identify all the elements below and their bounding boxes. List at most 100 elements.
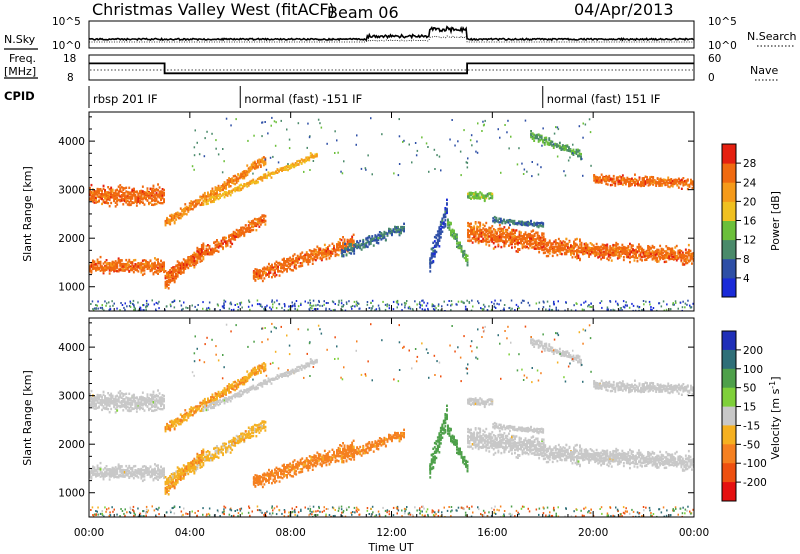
power-cell xyxy=(269,269,272,272)
power-cell xyxy=(311,253,314,256)
power-cell xyxy=(225,183,227,187)
power-cell xyxy=(274,271,276,275)
power-cell xyxy=(493,218,496,222)
power-cell xyxy=(113,197,116,200)
power-cell xyxy=(104,201,106,204)
power-cell xyxy=(328,250,331,253)
power-cell xyxy=(261,274,264,277)
power-cell xyxy=(140,196,143,200)
power-cell xyxy=(564,148,567,151)
power-cell xyxy=(228,177,230,180)
power-cell xyxy=(503,241,506,244)
power-cell xyxy=(374,238,377,242)
power-cell xyxy=(456,233,458,236)
power-cell xyxy=(334,303,336,305)
power-cell xyxy=(347,248,349,251)
power-cell xyxy=(238,174,241,177)
power-cell xyxy=(622,251,625,255)
power-cell xyxy=(600,253,603,257)
power-cell xyxy=(287,262,290,265)
power-cell xyxy=(579,243,581,246)
power-cell xyxy=(193,204,196,207)
power-cell xyxy=(160,269,162,272)
power-cell xyxy=(602,176,605,180)
power-cell xyxy=(330,254,332,258)
power-cell xyxy=(228,181,230,185)
power-cell xyxy=(644,181,647,184)
noise-right-tick-bottom: 10^0 xyxy=(708,40,737,52)
power-cell xyxy=(340,238,343,242)
power-cell xyxy=(396,299,399,302)
power-cell xyxy=(95,190,97,193)
power-cell xyxy=(686,258,689,261)
power-cell xyxy=(286,264,288,267)
power-cell xyxy=(128,258,131,262)
power-cell xyxy=(666,251,669,254)
power-cell xyxy=(170,267,173,270)
power-cell xyxy=(501,221,504,224)
power-cell xyxy=(249,230,252,233)
power-cell xyxy=(633,252,636,255)
power-cell xyxy=(600,258,603,261)
power-cell xyxy=(275,266,278,269)
power-cell xyxy=(468,229,471,233)
power-cell xyxy=(105,200,108,204)
power-cell xyxy=(226,179,229,182)
power-cell xyxy=(243,183,246,186)
power-cell xyxy=(152,184,155,187)
power-cell xyxy=(574,238,577,241)
power-cell xyxy=(230,309,233,311)
power-cell xyxy=(125,201,128,204)
power-cell xyxy=(661,179,664,183)
power-cell xyxy=(441,219,444,223)
power-cell xyxy=(202,194,205,198)
power-cell xyxy=(482,237,485,241)
power-cell xyxy=(632,248,634,251)
power-cell xyxy=(238,235,241,238)
power-cell xyxy=(438,226,441,229)
power-cell xyxy=(334,254,337,258)
power-cell xyxy=(586,246,589,249)
power-cell xyxy=(280,265,282,268)
power-cell xyxy=(184,265,187,268)
power-cell xyxy=(476,192,479,196)
power-cell xyxy=(641,184,644,187)
power-cell xyxy=(625,247,628,250)
power-cell xyxy=(176,275,179,278)
power-cell xyxy=(553,247,556,250)
power-cell xyxy=(500,239,503,242)
power-cell xyxy=(247,225,250,229)
power-cell xyxy=(651,246,654,249)
power-cell xyxy=(459,243,461,246)
power-cell xyxy=(560,241,563,245)
power-cell xyxy=(541,246,544,249)
power-cell xyxy=(674,246,677,249)
power-cell xyxy=(355,303,358,306)
power-cell xyxy=(617,176,620,179)
power-cell xyxy=(176,211,179,214)
power-cell xyxy=(635,251,637,254)
power-cell xyxy=(308,258,311,262)
power-cell xyxy=(607,255,610,258)
power-cell xyxy=(526,235,528,238)
power-cell xyxy=(682,180,685,184)
power-cell xyxy=(185,259,188,262)
power-cell xyxy=(352,241,355,244)
power-cell xyxy=(125,267,128,270)
power-cell xyxy=(331,242,334,245)
power-cell xyxy=(200,253,203,256)
power-cell xyxy=(255,222,258,225)
power-cell xyxy=(569,150,572,153)
power-cell xyxy=(580,243,583,246)
power-cell xyxy=(182,268,185,271)
power-cell xyxy=(403,230,405,233)
power-cell xyxy=(169,221,172,224)
power-cell xyxy=(483,235,486,239)
power-cell xyxy=(111,190,114,193)
power-cell xyxy=(155,269,158,272)
power-cell xyxy=(234,232,237,236)
power-cell xyxy=(241,175,244,178)
power-cell xyxy=(341,305,343,308)
power-cell xyxy=(348,243,351,246)
power-cell xyxy=(537,222,540,225)
